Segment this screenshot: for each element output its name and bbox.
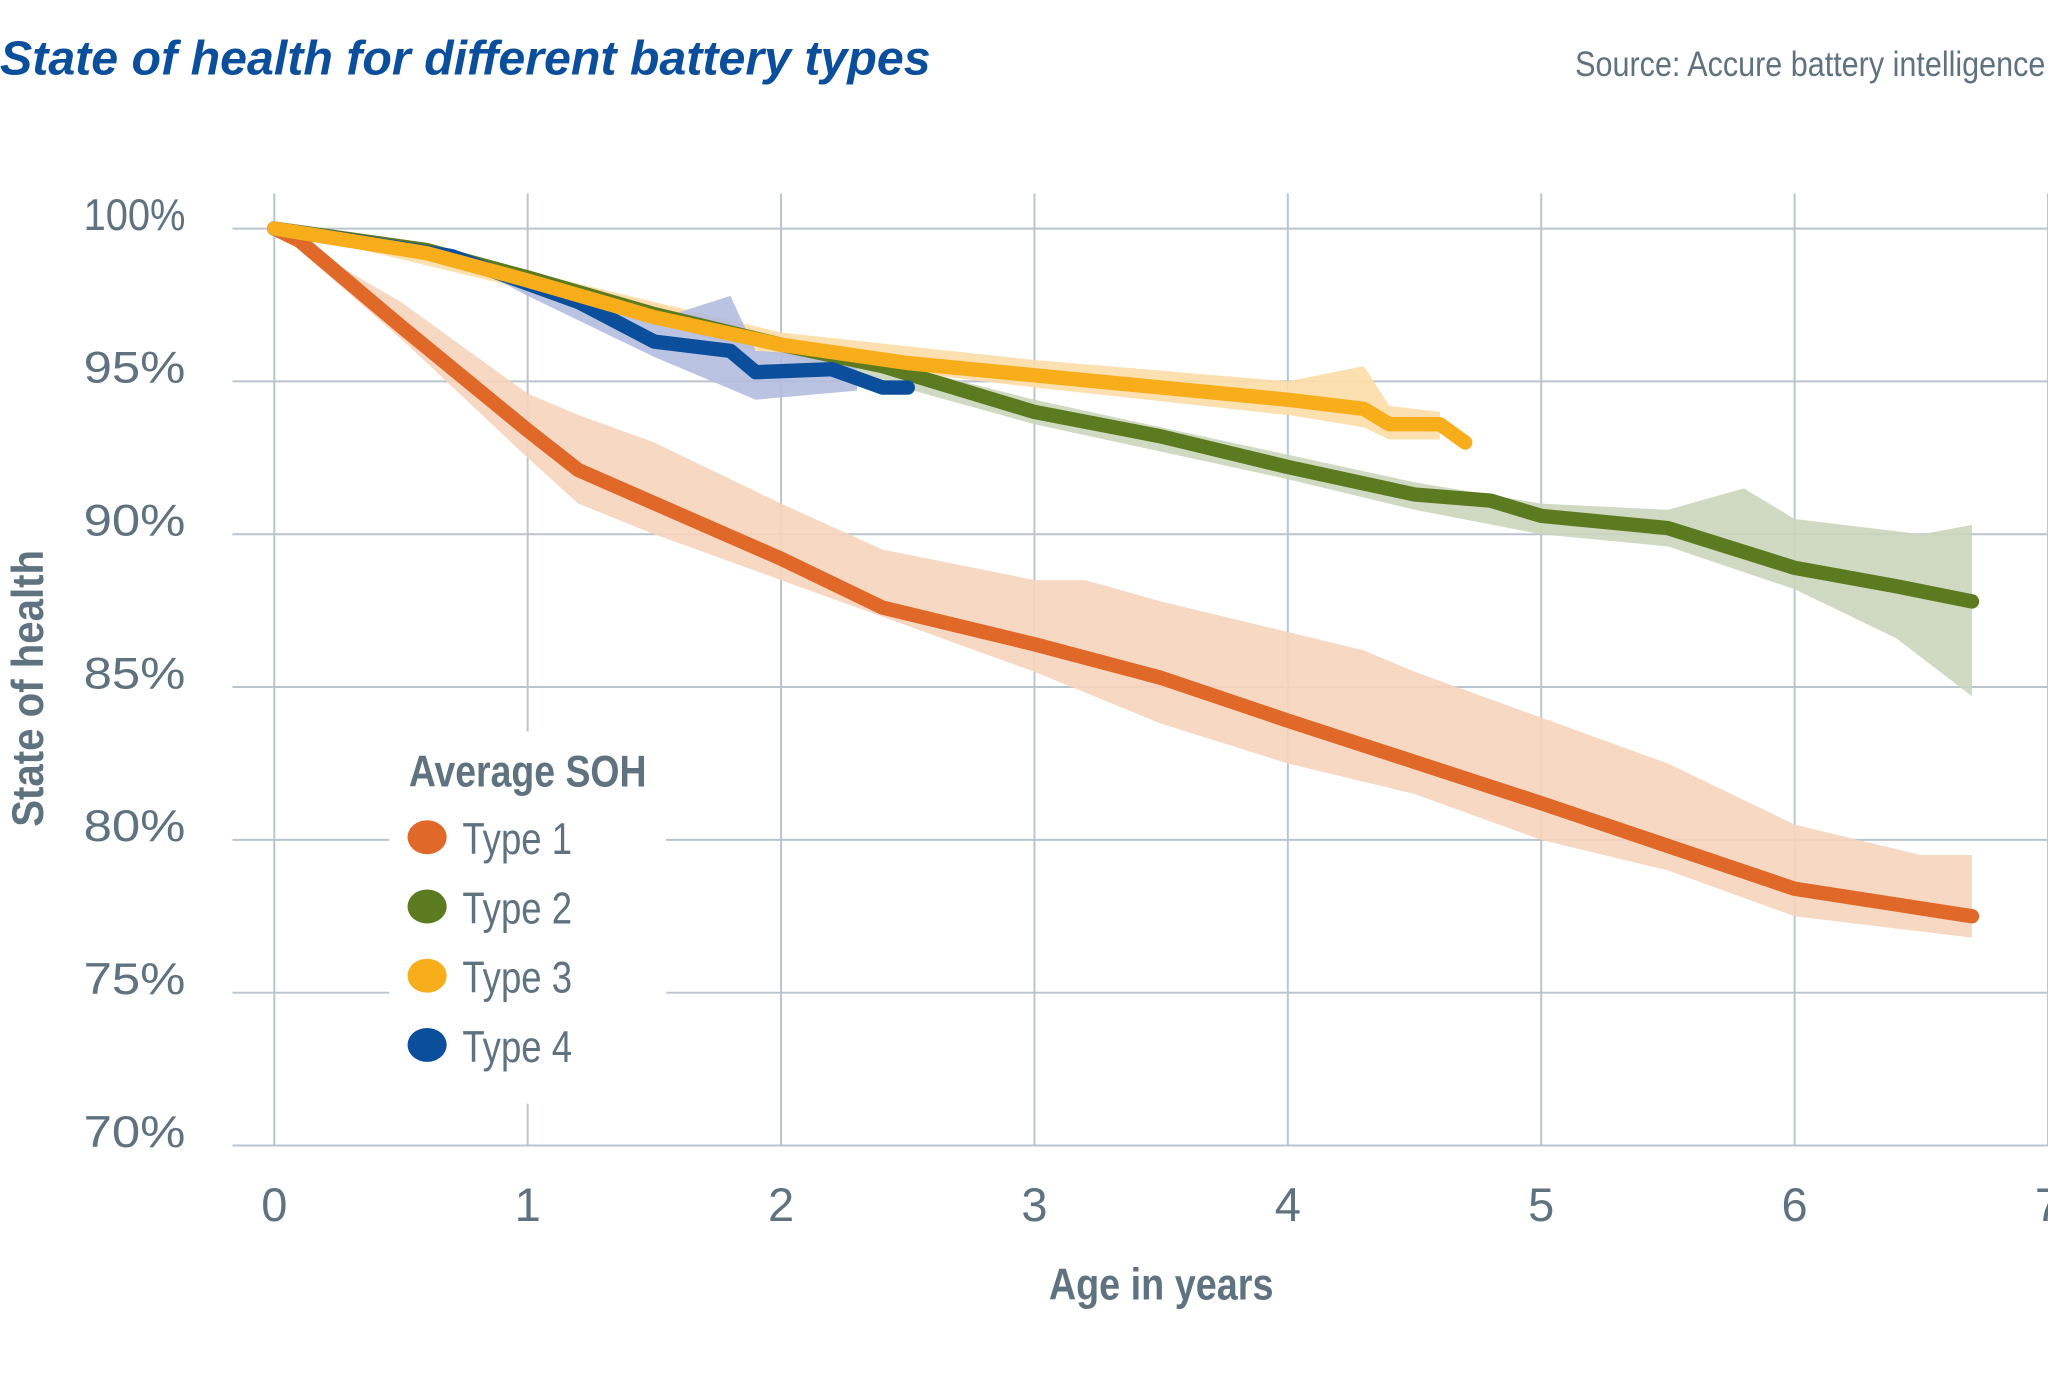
y-tick-label: 85% <box>84 649 186 698</box>
chart-title: State of health for different battery ty… <box>0 31 931 85</box>
y-tick-label: 90% <box>84 497 186 546</box>
x-tick-label: 6 <box>1782 1178 1808 1231</box>
x-tick-label: 1 <box>515 1178 541 1231</box>
x-tick-labels: 0 1 2 3 4 5 6 7 <box>261 1178 2048 1231</box>
band-type-1 <box>274 228 1972 938</box>
x-axis-label: Age in years <box>1049 1261 1274 1310</box>
legend-marker <box>407 889 447 924</box>
y-tick-label: 95% <box>84 344 186 393</box>
line-type-3 <box>267 221 1473 450</box>
y-axis-label: State of health <box>4 550 53 827</box>
legend-marker <box>407 820 447 855</box>
lines <box>267 221 1980 924</box>
legend-label: Type 3 <box>462 954 572 1003</box>
chart-source: Source: Accure battery intelligence <box>1575 45 2045 84</box>
y-tick-label: 100% <box>84 191 186 240</box>
legend-marker <box>407 958 447 993</box>
y-tick-label: 75% <box>84 955 186 1004</box>
x-tick-label: 7 <box>2035 1178 2048 1231</box>
y-tick-labels: 100% 95% 90% 85% 80% 75% 70% <box>84 191 186 1157</box>
y-tick-label: 80% <box>84 802 186 851</box>
x-tick-label: 3 <box>1021 1178 1047 1231</box>
legend-label: Type 1 <box>462 815 572 864</box>
x-tick-label: 5 <box>1528 1178 1554 1231</box>
y-tick-label: 70% <box>84 1108 186 1157</box>
x-tick-label: 0 <box>261 1178 287 1231</box>
legend-label: Type 4 <box>462 1023 572 1072</box>
legend-label: Type 2 <box>462 884 572 933</box>
x-tick-label: 2 <box>768 1178 794 1231</box>
x-tick-label: 4 <box>1275 1178 1301 1231</box>
legend-marker <box>407 1027 447 1062</box>
legend: Average SOH Type 1 Type 2 Type 3 Type 4 <box>389 731 667 1104</box>
legend-title: Average SOH <box>409 747 647 796</box>
line-type-1 <box>267 221 1980 924</box>
